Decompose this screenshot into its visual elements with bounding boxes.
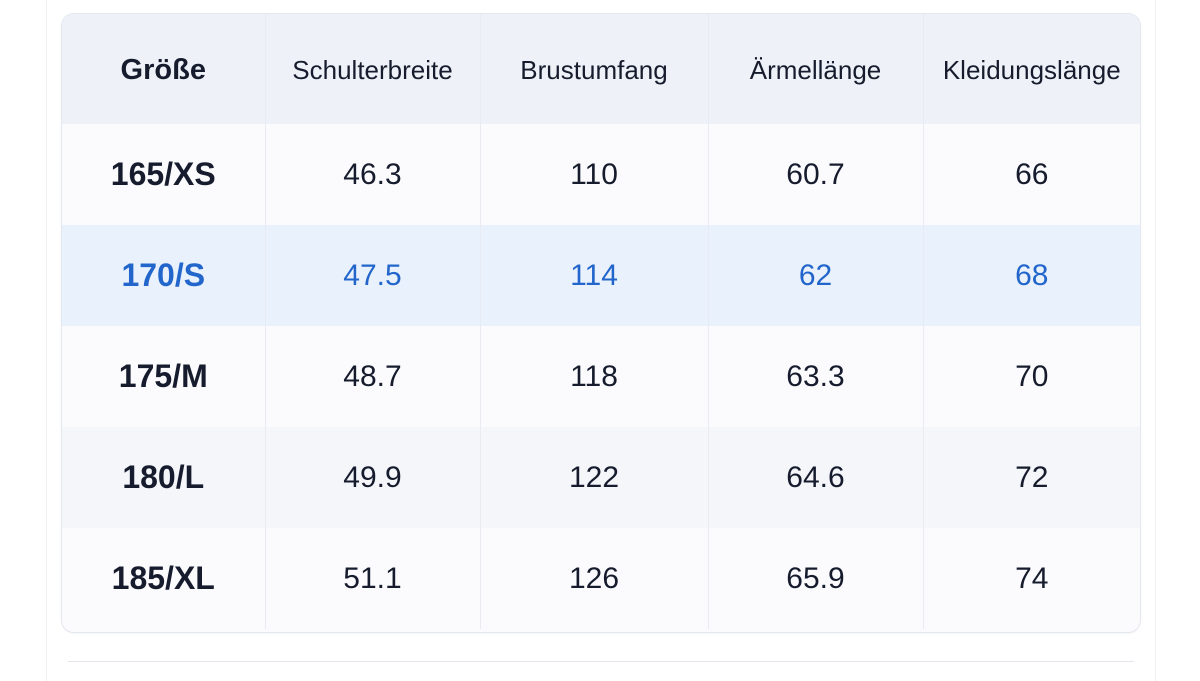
- header-row: Größe Schulterbreite Brustumfang Ärmellä…: [62, 14, 1140, 124]
- cell-sleeve-length: 62: [708, 225, 923, 326]
- cell-chest: 126: [480, 528, 708, 629]
- cell-shoulder-width: 51.1: [265, 528, 480, 629]
- cell-garment-length: 66: [923, 124, 1140, 225]
- cell-size: 180/L: [62, 427, 265, 528]
- divider: [68, 661, 1134, 662]
- cell-shoulder-width: 48.7: [265, 326, 480, 427]
- cell-chest: 114: [480, 225, 708, 326]
- cell-size: 170/S: [62, 225, 265, 326]
- cell-size: 185/XL: [62, 528, 265, 629]
- cell-shoulder-width: 47.5: [265, 225, 480, 326]
- cell-chest: 122: [480, 427, 708, 528]
- header-sleeve-length: Ärmellänge: [708, 14, 923, 124]
- cell-shoulder-width: 49.9: [265, 427, 480, 528]
- cell-sleeve-length: 65.9: [708, 528, 923, 629]
- table-row-highlighted: 170/S 47.5 114 62 68: [62, 225, 1140, 326]
- table-row: 165/XS 46.3 110 60.7 66: [62, 124, 1140, 225]
- header-chest: Brustumfang: [480, 14, 708, 124]
- table-row: 180/L 49.9 122 64.6 72: [62, 427, 1140, 528]
- table-row: 185/XL 51.1 126 65.9 74: [62, 528, 1140, 629]
- size-chart-table: Größe Schulterbreite Brustumfang Ärmellä…: [62, 14, 1140, 629]
- size-chart-card: Größe Schulterbreite Brustumfang Ärmellä…: [61, 13, 1141, 633]
- table-body: 165/XS 46.3 110 60.7 66 170/S 47.5 114 6…: [62, 124, 1140, 629]
- cell-sleeve-length: 60.7: [708, 124, 923, 225]
- cell-chest: 118: [480, 326, 708, 427]
- cell-sleeve-length: 64.6: [708, 427, 923, 528]
- cell-sleeve-length: 63.3: [708, 326, 923, 427]
- cell-chest: 110: [480, 124, 708, 225]
- cell-garment-length: 68: [923, 225, 1140, 326]
- header-shoulder-width: Schulterbreite: [265, 14, 480, 124]
- cell-shoulder-width: 46.3: [265, 124, 480, 225]
- cell-garment-length: 74: [923, 528, 1140, 629]
- header-size: Größe: [62, 14, 265, 124]
- cell-size: 175/M: [62, 326, 265, 427]
- cell-size: 165/XS: [62, 124, 265, 225]
- table-header: Größe Schulterbreite Brustumfang Ärmellä…: [62, 14, 1140, 124]
- table-row: 175/M 48.7 118 63.3 70: [62, 326, 1140, 427]
- header-garment-length: Kleidungslänge: [923, 14, 1140, 124]
- cell-garment-length: 72: [923, 427, 1140, 528]
- cell-garment-length: 70: [923, 326, 1140, 427]
